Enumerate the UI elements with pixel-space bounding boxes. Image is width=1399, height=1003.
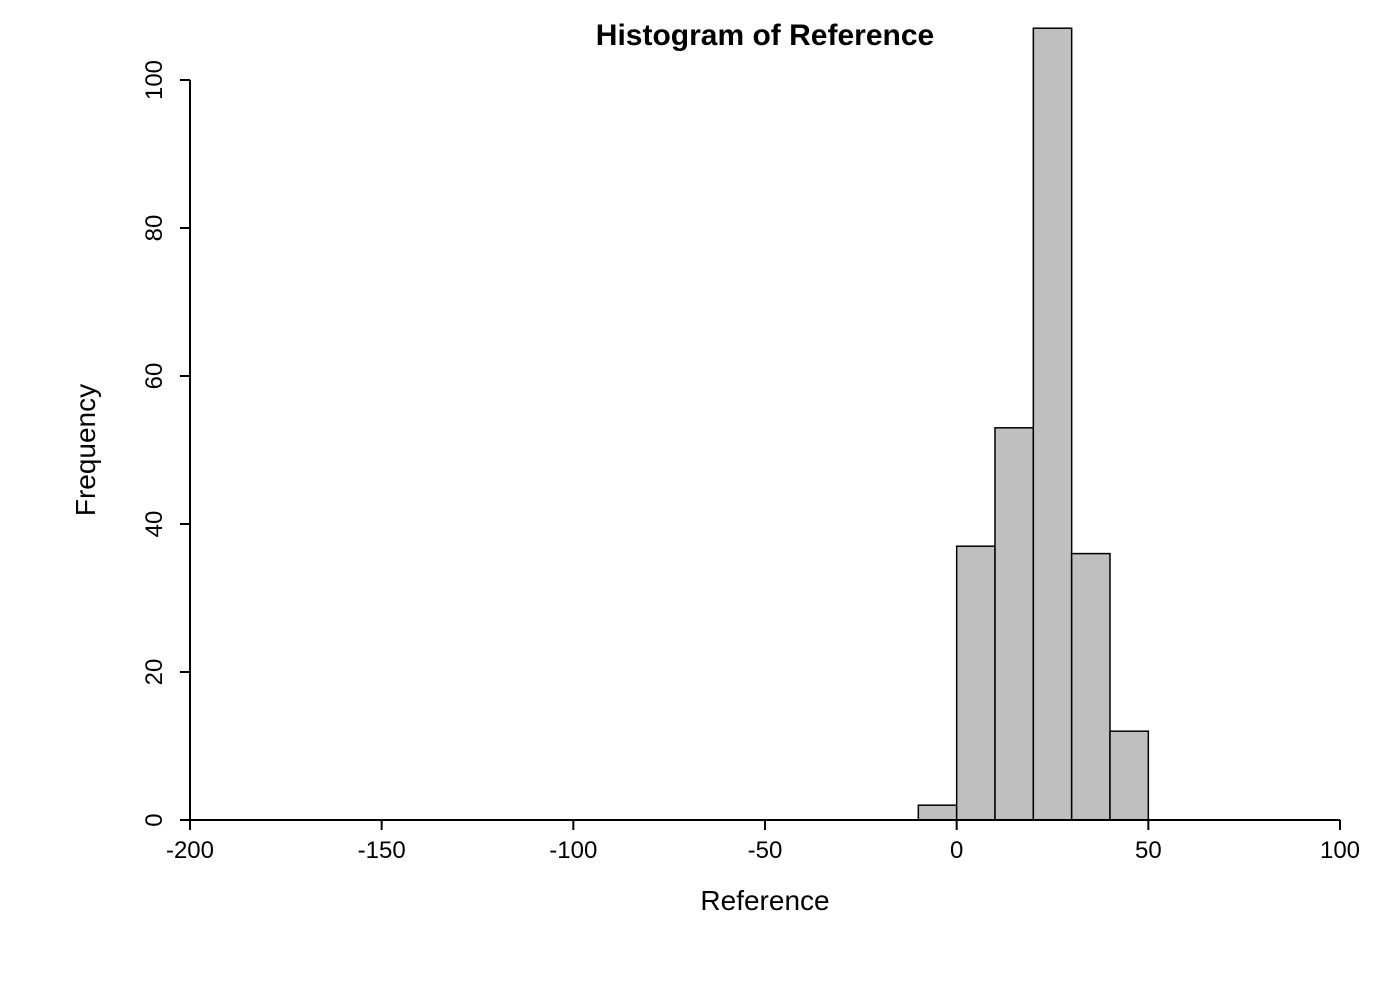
x-axis-label: Reference [700,885,829,916]
chart-title: Histogram of Reference [596,19,934,52]
x-tick-label-3: -50 [748,837,783,864]
x-tick-label-2: -100 [549,837,597,864]
x-tick-label-5: 50 [1135,837,1162,864]
y-tick-label-4: 80 [141,215,168,242]
histogram-chart: -200 -150 -100 -50 0 50 100 0 20 40 60 80 100 Histogr… [0,0,1399,1003]
y-tick-label-3: 60 [141,363,168,390]
histogram-bar-0 [918,805,956,820]
x-tick-label-4: 0 [950,837,963,864]
y-tick-label-2: 40 [141,511,168,538]
y-tick-label-1: 20 [141,659,168,686]
y-tick-label-5: 100 [141,60,168,100]
histogram-bar-4 [1072,554,1110,820]
x-tick-label-1: -150 [358,837,406,864]
x-tick-label-6: 100 [1320,837,1360,864]
histogram-bar-5 [1110,731,1148,820]
histogram-bar-2 [995,428,1033,820]
y-tick-label-0: 0 [141,813,168,826]
histogram-bar-3 [1033,28,1071,820]
y-axis-label: Frequency [70,384,101,516]
x-tick-label-0: -200 [166,837,214,864]
histogram-bar-1 [957,546,995,820]
